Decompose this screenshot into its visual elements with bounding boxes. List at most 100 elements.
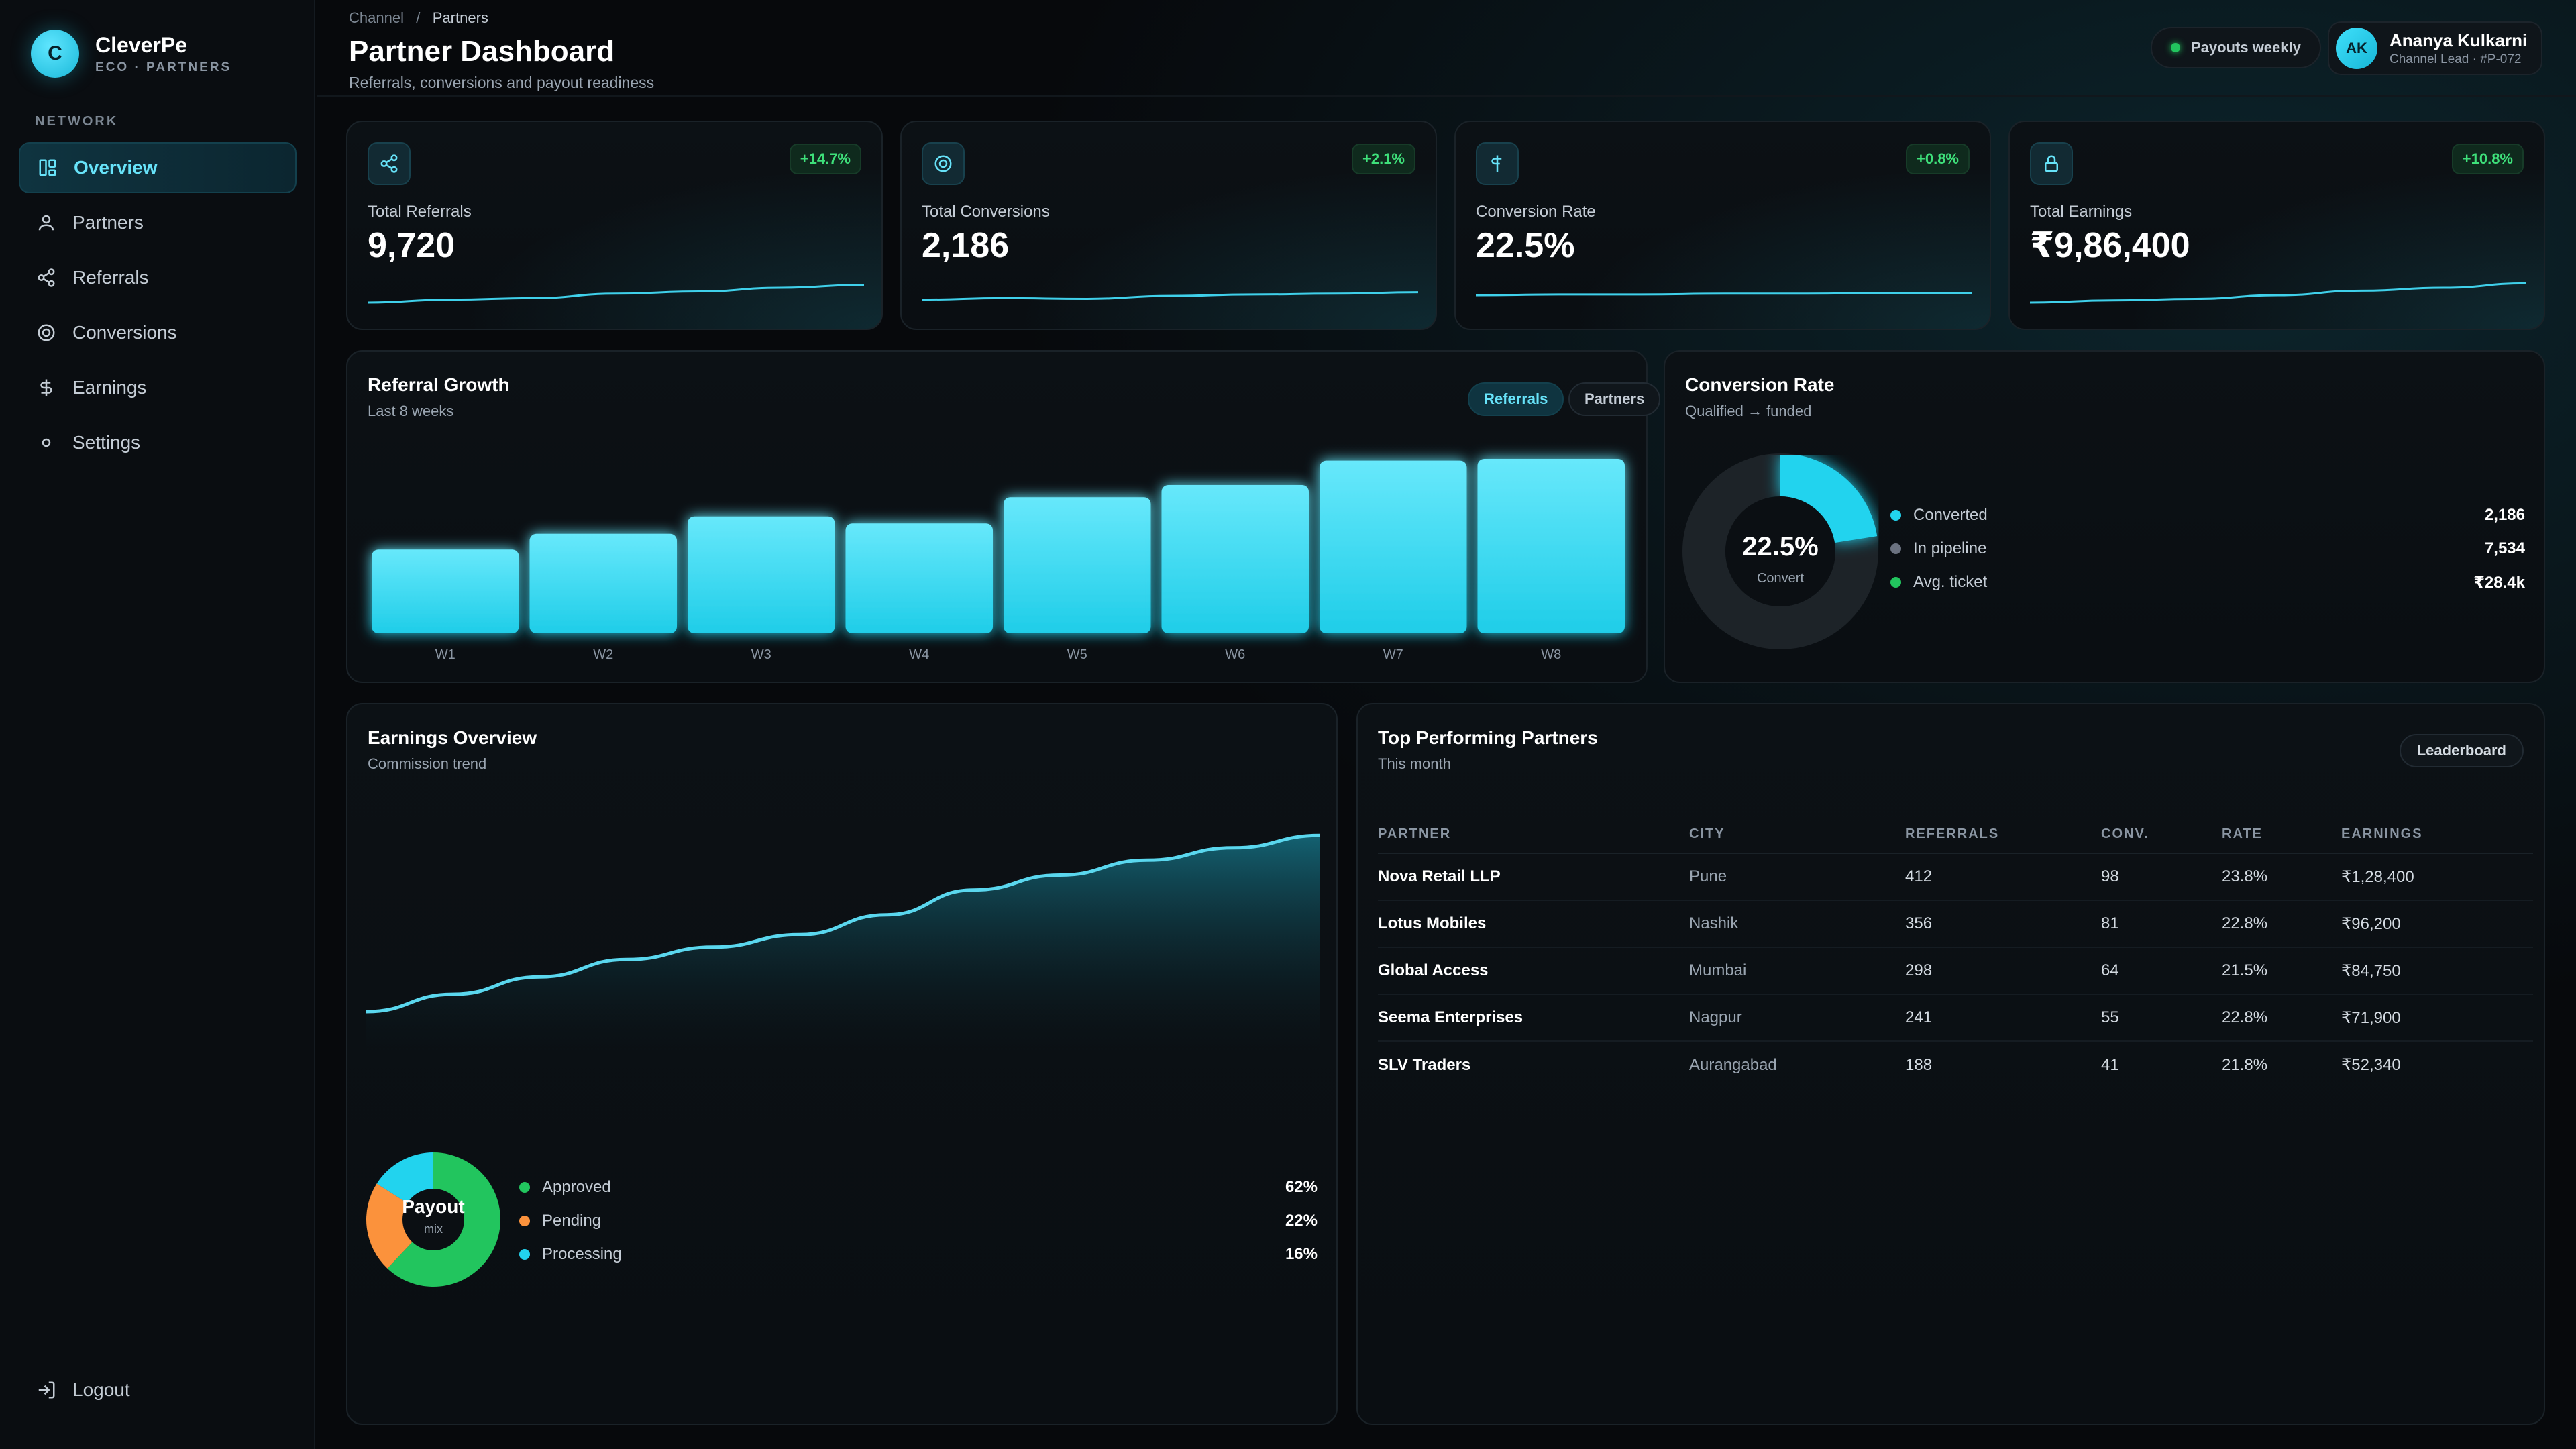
bar-w5[interactable] bbox=[1004, 497, 1151, 633]
partner-rate: 22.8% bbox=[2222, 900, 2341, 948]
sidebar: C CleverPe ECO · PARTNERS NETWORK Overvi… bbox=[0, 0, 315, 1449]
partner-earnings: ₹71,900 bbox=[2341, 994, 2533, 1042]
user-name: Ananya Kulkarni bbox=[2390, 30, 2528, 50]
earnings-overview-card: Earnings Overview Commission trend Payou… bbox=[346, 703, 1338, 1425]
card-subtitle: Qualified → funded bbox=[1685, 402, 1812, 419]
bar-w4[interactable] bbox=[845, 523, 994, 633]
table-row[interactable]: Global Access Mumbai 298 64 21.5% ₹84,75… bbox=[1378, 947, 2533, 995]
card-subtitle: Commission trend bbox=[368, 755, 487, 772]
bar-w8[interactable] bbox=[1477, 459, 1625, 633]
kpi-label: Total Conversions bbox=[922, 203, 1050, 221]
lock-icon bbox=[2030, 142, 2073, 185]
partner-referrals: 188 bbox=[1905, 1055, 1933, 1074]
bar-w2[interactable] bbox=[529, 533, 678, 633]
column-header[interactable]: RATE bbox=[2222, 816, 2341, 854]
sparkline-path bbox=[368, 284, 864, 304]
partner-name: Global Access bbox=[1378, 947, 1689, 995]
kpi-card-earnings: +10.8% Total Earnings ₹9,86,400 bbox=[2008, 121, 2545, 330]
x-tick-label: W6 bbox=[1225, 647, 1245, 662]
brand-subtitle: ECO · PARTNERS bbox=[95, 60, 232, 74]
table-row[interactable]: SLV Traders Aurangabad 188 41 21.8% ₹52,… bbox=[1378, 1041, 2533, 1088]
legend-label: Processing bbox=[542, 1245, 622, 1263]
partner-referrals: 412 bbox=[1905, 853, 2101, 901]
donut-hole bbox=[402, 1189, 464, 1250]
main-content: Channel / Partners Partner Dashboard Ref… bbox=[317, 0, 2576, 1449]
user-role: Channel Lead · #P-072 bbox=[2390, 52, 2522, 66]
kpi-value: 9,720 bbox=[368, 226, 455, 265]
sidebar-item-partners[interactable]: Partners bbox=[19, 197, 297, 248]
x-tick-label: W1 bbox=[435, 647, 455, 662]
column-header[interactable]: REFERRALS bbox=[1905, 816, 2101, 854]
partner-referrals: 241 bbox=[1905, 994, 2101, 1042]
payout-center-label: Payout bbox=[402, 1196, 464, 1217]
legend-label: Approved bbox=[542, 1178, 611, 1196]
bar-w7[interactable] bbox=[1320, 460, 1467, 633]
kpi-delta-badge: +14.7% bbox=[789, 144, 861, 174]
bar-w1[interactable] bbox=[372, 549, 519, 633]
toggle-referrals[interactable]: Referrals bbox=[1468, 382, 1564, 416]
conversion-donut: 22.5% Convert bbox=[1682, 453, 1878, 649]
payout-donut: Payout mix bbox=[366, 1152, 500, 1287]
status-badge-label: Payouts weekly bbox=[2191, 39, 2301, 56]
bar-w3[interactable] bbox=[688, 516, 835, 633]
status-badge: Payouts weekly bbox=[2151, 27, 2321, 68]
partner-city: Pune bbox=[1689, 853, 1905, 901]
column-header[interactable]: CITY bbox=[1689, 816, 1905, 854]
sparkline-path bbox=[922, 291, 1418, 301]
partner-rate: 21.5% bbox=[2222, 947, 2341, 995]
toggle-partners[interactable]: Partners bbox=[1568, 382, 1661, 416]
sidebar-item-settings[interactable]: Settings bbox=[19, 417, 297, 468]
payout-center-sub: mix bbox=[424, 1222, 443, 1236]
kpi-value: 22.5% bbox=[1476, 226, 1575, 265]
table-row[interactable]: Seema Enterprises Nagpur 241 55 22.8% ₹7… bbox=[1378, 994, 2533, 1042]
legend-dot-icon bbox=[1890, 577, 1901, 588]
partner-conversions: 81 bbox=[2101, 900, 2222, 948]
target-icon bbox=[922, 142, 965, 185]
logout-button[interactable]: Logout bbox=[19, 1364, 297, 1415]
column-header[interactable]: CONV. bbox=[2101, 816, 2222, 854]
sidebar-item-referrals[interactable]: Referrals bbox=[19, 252, 297, 303]
share-icon bbox=[368, 142, 411, 185]
legend-dot-icon bbox=[1890, 510, 1901, 521]
brand[interactable]: C CleverPe ECO · PARTNERS bbox=[31, 30, 231, 78]
sidebar-item-label: Settings bbox=[72, 432, 141, 453]
legend-value: 62% bbox=[1285, 1178, 1318, 1196]
nav-section-label: NETWORK bbox=[35, 114, 119, 129]
pie-slice-pending[interactable] bbox=[366, 1183, 433, 1269]
legend-label: Converted bbox=[1913, 506, 1988, 524]
leaderboard-button[interactable]: Leaderboard bbox=[2399, 734, 2524, 767]
kpi-card-conversion-rate: +0.8% Conversion Rate 22.5% bbox=[1454, 121, 1991, 330]
share-icon bbox=[38, 268, 55, 287]
x-tick-label: W8 bbox=[1541, 647, 1561, 662]
kpi-card-referrals: +14.7% Total Referrals 9,720 bbox=[346, 121, 883, 330]
partner-conversions: 98 bbox=[2101, 853, 2222, 901]
partner-city: Nagpur bbox=[1689, 994, 1905, 1042]
sidebar-item-overview[interactable]: Overview bbox=[19, 142, 297, 193]
column-header[interactable]: PARTNER bbox=[1378, 816, 1689, 854]
breadcrumb-current: Partners bbox=[432, 9, 488, 26]
currency-icon bbox=[1476, 142, 1519, 185]
kpi-value: 2,186 bbox=[922, 226, 1010, 265]
partner-name: Nova Retail LLP bbox=[1378, 853, 1689, 901]
x-tick-label: W5 bbox=[1067, 647, 1087, 662]
column-header[interactable]: EARNINGS bbox=[2341, 816, 2533, 854]
breadcrumb-item[interactable]: Channel bbox=[349, 9, 404, 26]
legend-value: 22% bbox=[1285, 1212, 1318, 1230]
partner-earnings: ₹1,28,400 bbox=[2341, 853, 2533, 901]
kpi-sparkline bbox=[2030, 282, 2526, 304]
user-menu[interactable]: AK Ananya Kulkarni Channel Lead · #P-072 bbox=[2328, 21, 2542, 75]
partner-earnings: ₹96,200 bbox=[2341, 900, 2533, 948]
dot-icon bbox=[42, 438, 51, 447]
partner-earnings: ₹52,340 bbox=[2341, 1056, 2401, 1074]
x-tick-label: W2 bbox=[593, 647, 613, 662]
table-row[interactable]: Nova Retail LLP Pune 412 98 23.8% ₹1,28,… bbox=[1378, 853, 2533, 901]
earnings-area-chart bbox=[366, 833, 1320, 1053]
sidebar-item-conversions[interactable]: Conversions bbox=[19, 307, 297, 358]
bar-w6[interactable] bbox=[1161, 485, 1309, 633]
legend-dot-icon bbox=[1890, 543, 1901, 554]
table-row[interactable]: Lotus Mobiles Nashik 356 81 22.8% ₹96,20… bbox=[1378, 900, 2533, 948]
x-tick-label: W3 bbox=[751, 647, 771, 662]
partner-earnings: ₹84,750 bbox=[2341, 947, 2533, 995]
legend-value: 7,534 bbox=[2484, 539, 2525, 557]
sidebar-item-earnings[interactable]: Earnings bbox=[19, 362, 297, 413]
